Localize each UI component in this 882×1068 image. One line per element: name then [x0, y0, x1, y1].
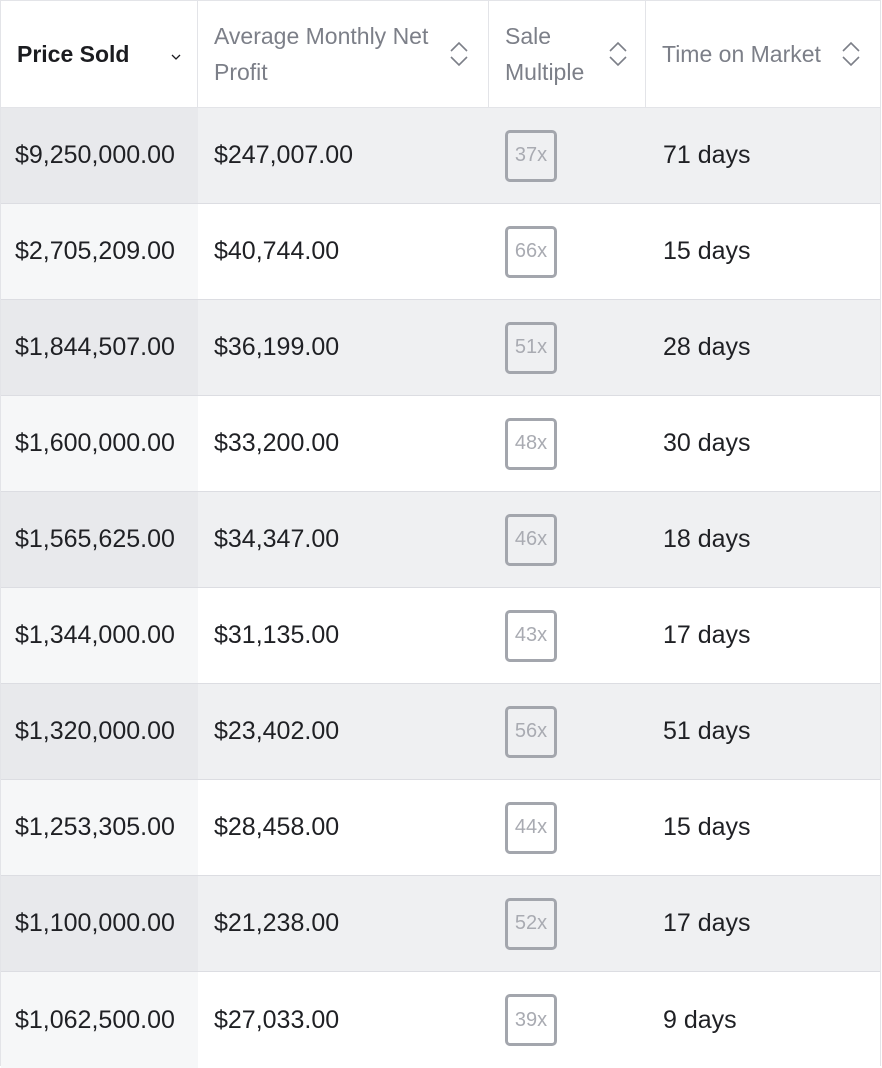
column-header-price-sold[interactable]: Price Sold [1, 1, 198, 107]
sale-multiple-cell: 46x [489, 492, 646, 587]
price-sold-cell: $1,253,305.00 [1, 780, 198, 875]
price-sold-cell: $1,844,507.00 [1, 300, 198, 395]
table-row[interactable]: $1,320,000.00 $23,402.00 56x 51 days [1, 684, 880, 780]
net-profit-cell: $34,347.00 [214, 525, 340, 553]
table-row[interactable]: $9,250,000.00 $247,007.00 37x 71 days [1, 108, 880, 204]
table-row[interactable]: $1,062,500.00 $27,033.00 39x 9 days [1, 972, 880, 1068]
sale-multiple-badge: 43x [505, 609, 557, 662]
table-row[interactable]: $2,705,209.00 $40,744.00 66x 15 days [1, 204, 880, 300]
net-profit-cell: $36,199.00 [214, 333, 340, 361]
table-row[interactable]: $1,100,000.00 $21,238.00 52x 17 days [1, 876, 880, 972]
sort-icon[interactable] [607, 39, 629, 69]
net-profit-cell: $21,238.00 [214, 909, 340, 937]
sale-multiple-cell: 43x [489, 588, 646, 683]
sale-multiple-cell: 51x [489, 300, 646, 395]
column-header-time-on-market[interactable]: Time on Market [646, 1, 880, 107]
sale-multiple-cell: 44x [489, 780, 646, 875]
sort-icon[interactable] [840, 39, 862, 69]
table-row[interactable]: $1,565,625.00 $34,347.00 46x 18 days [1, 492, 880, 588]
net-profit-cell: $33,200.00 [214, 429, 340, 457]
column-header-label: Time on Market [662, 41, 821, 67]
column-header-average-monthly-net-profit[interactable]: Average Monthly Net Profit [198, 1, 489, 107]
sale-multiple-badge: 52x [505, 897, 557, 950]
sale-multiple-cell: 56x [489, 684, 646, 779]
sale-multiple-cell: 66x [489, 204, 646, 299]
time-on-market-cell: 15 days [663, 237, 751, 265]
time-on-market-cell: 18 days [663, 525, 751, 553]
time-on-market-cell: 51 days [663, 717, 751, 745]
time-on-market-cell: 28 days [663, 333, 751, 361]
table-row[interactable]: $1,844,507.00 $36,199.00 51x 28 days [1, 300, 880, 396]
sale-multiple-badge: 44x [505, 801, 557, 854]
price-sold-cell: $1,565,625.00 [1, 492, 198, 587]
table-row[interactable]: $1,253,305.00 $28,458.00 44x 15 days [1, 780, 880, 876]
chevron-down-icon[interactable] [169, 49, 183, 60]
net-profit-cell: $27,033.00 [214, 1005, 340, 1034]
time-on-market-cell: 30 days [663, 429, 751, 457]
price-sold-cell: $1,100,000.00 [1, 876, 198, 971]
time-on-market-cell: 9 days [663, 1005, 737, 1034]
sale-multiple-badge: 56x [505, 705, 557, 758]
sale-multiple-badge: 66x [505, 225, 557, 278]
net-profit-cell: $31,135.00 [214, 621, 340, 649]
price-sold-cell: $1,062,500.00 [1, 972, 198, 1068]
time-on-market-cell: 17 days [663, 909, 751, 937]
column-header-label: Sale Multiple [505, 23, 585, 85]
sort-icon[interactable] [448, 39, 470, 69]
net-profit-cell: $247,007.00 [214, 141, 354, 169]
price-sold-cell: $1,600,000.00 [1, 396, 198, 491]
sale-multiple-cell: 48x [489, 396, 646, 491]
time-on-market-cell: 71 days [663, 141, 751, 169]
price-sold-cell: $1,320,000.00 [1, 684, 198, 779]
table-header: Price Sold Average Monthly Net Profit Sa… [1, 0, 880, 108]
price-sold-cell: $2,705,209.00 [1, 204, 198, 299]
sale-multiple-badge: 37x [505, 129, 557, 182]
column-header-label: Price Sold [17, 41, 130, 67]
sale-multiple-badge: 51x [505, 321, 557, 374]
time-on-market-cell: 15 days [663, 813, 751, 841]
table-row[interactable]: $1,344,000.00 $31,135.00 43x 17 days [1, 588, 880, 684]
column-header-sale-multiple[interactable]: Sale Multiple [489, 1, 646, 107]
table-row[interactable]: $1,600,000.00 $33,200.00 48x 30 days [1, 396, 880, 492]
sale-multiple-cell: 52x [489, 876, 646, 971]
net-profit-cell: $40,744.00 [214, 237, 340, 265]
time-on-market-cell: 17 days [663, 621, 751, 649]
net-profit-cell: $23,402.00 [214, 717, 340, 745]
sale-multiple-badge: 46x [505, 513, 557, 566]
sale-multiple-cell: 39x [489, 972, 646, 1068]
net-profit-cell: $28,458.00 [214, 813, 340, 841]
price-sold-cell: $1,344,000.00 [1, 588, 198, 683]
sale-multiple-badge: 48x [505, 417, 557, 470]
sale-multiple-cell: 37x [489, 108, 646, 203]
sale-multiple-badge: 39x [505, 994, 557, 1046]
price-sold-cell: $9,250,000.00 [1, 108, 198, 203]
column-header-label: Average Monthly Net Profit [214, 23, 429, 85]
